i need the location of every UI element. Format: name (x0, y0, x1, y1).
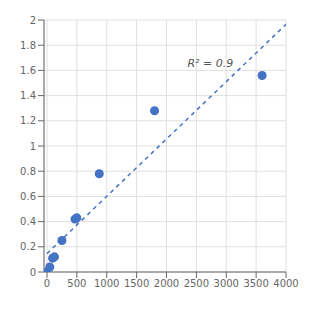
svg-text:1000: 1000 (94, 278, 119, 289)
svg-text:1: 1 (30, 141, 36, 152)
svg-text:3500: 3500 (243, 278, 268, 289)
svg-text:2: 2 (30, 15, 36, 26)
svg-text:2500: 2500 (184, 278, 209, 289)
svg-text:1.2: 1.2 (20, 115, 36, 126)
svg-text:1500: 1500 (124, 278, 149, 289)
svg-text:4000: 4000 (273, 278, 298, 289)
svg-text:R² = 0.9: R² = 0.9 (187, 57, 233, 70)
svg-text:0.6: 0.6 (20, 191, 36, 202)
svg-text:1.8: 1.8 (20, 40, 36, 51)
svg-text:0.4: 0.4 (20, 216, 36, 227)
svg-text:0: 0 (44, 278, 50, 289)
svg-text:0.2: 0.2 (20, 241, 36, 252)
svg-text:500: 500 (67, 278, 86, 289)
svg-text:0.8: 0.8 (20, 166, 36, 177)
svg-text:1.4: 1.4 (20, 90, 36, 101)
svg-text:1.6: 1.6 (20, 65, 36, 76)
svg-text:0: 0 (30, 267, 36, 278)
svg-text:3000: 3000 (214, 278, 239, 289)
svg-text:2000: 2000 (154, 278, 179, 289)
